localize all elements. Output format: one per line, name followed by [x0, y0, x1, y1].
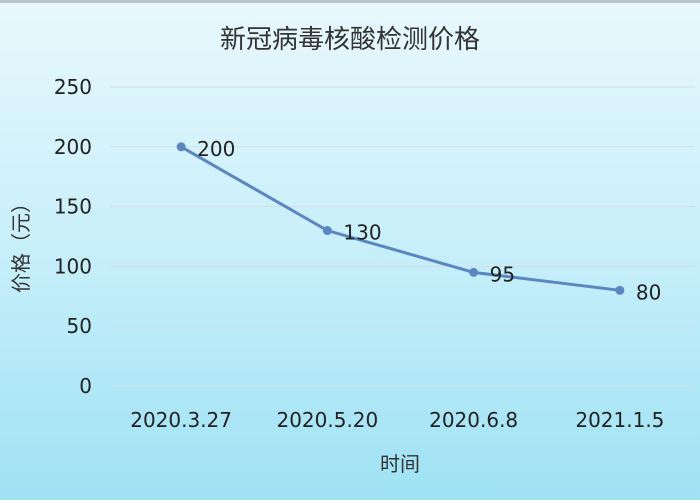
x-tick-label: 2021.1.5	[575, 408, 664, 432]
data-point	[322, 226, 332, 236]
x-tick-label: 2020.3.27	[130, 408, 232, 432]
y-tick-label: 150	[54, 195, 92, 219]
y-tick-label: 0	[79, 374, 92, 398]
y-tick-label: 50	[67, 314, 92, 338]
y-axis-label: 价格（元）	[9, 193, 33, 293]
data-label: 130	[343, 221, 381, 245]
y-tick-label: 200	[54, 135, 92, 159]
x-axis-label: 时间	[380, 452, 420, 476]
data-label: 95	[490, 262, 515, 286]
data-point	[615, 285, 625, 295]
x-tick-label: 2020.6.8	[429, 408, 518, 432]
chart-svg: 新冠病毒核酸检测价格 0 50 100 150 200 250 2020.3.27 2020…	[9, 25, 695, 476]
data-label: 80	[636, 280, 661, 304]
series-line	[180, 145, 621, 292]
y-tick-label: 100	[54, 254, 92, 278]
data-point	[469, 267, 479, 277]
y-tick-label: 250	[54, 75, 92, 99]
data-label: 200	[197, 137, 235, 161]
x-tick-label: 2020.5.20	[276, 408, 378, 432]
chart-title: 新冠病毒核酸检测价格	[220, 25, 480, 55]
data-point	[176, 142, 186, 152]
